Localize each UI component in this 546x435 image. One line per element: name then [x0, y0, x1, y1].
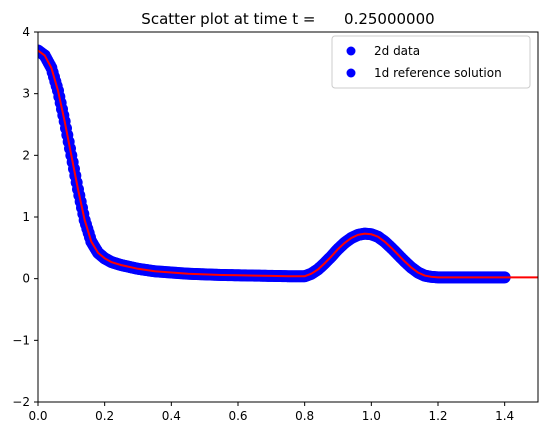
chart-title: Scatter plot at time t = 0.25000000	[141, 10, 434, 28]
y-tick-label: −1	[12, 333, 30, 347]
legend-label: 2d data	[374, 44, 420, 58]
plot-area	[38, 44, 538, 284]
x-tick-label: 0.0	[28, 409, 47, 423]
y-tick-label: 4	[22, 25, 30, 39]
y-tick-label: −2	[12, 395, 30, 409]
y-tick-label: 2	[22, 148, 30, 162]
x-tick-label: 1.4	[495, 409, 514, 423]
x-tick-label: 0.6	[228, 409, 247, 423]
legend-marker	[346, 46, 356, 56]
axis-ticks: 0.0 0.2 0.4 0.6 0.8 1.0 1.2 1.4 4 3 2 1 0 −1 −2	[12, 25, 514, 423]
y-tick-label: 0	[22, 272, 30, 286]
legend-box	[331, 35, 531, 89]
x-tick-label: 1.0	[362, 409, 381, 423]
legend: 2d data 1d reference solution	[331, 35, 531, 89]
legend-marker	[346, 68, 356, 78]
x-tick-label: 0.4	[162, 409, 181, 423]
legend-label: 1d reference solution	[374, 66, 502, 80]
x-tick-label: 0.8	[295, 409, 314, 423]
reference-line	[38, 49, 538, 279]
y-tick-label: 3	[22, 87, 30, 101]
x-tick-label: 1.2	[428, 409, 447, 423]
y-tick-label: 1	[22, 210, 30, 224]
x-tick-label: 0.2	[95, 409, 114, 423]
